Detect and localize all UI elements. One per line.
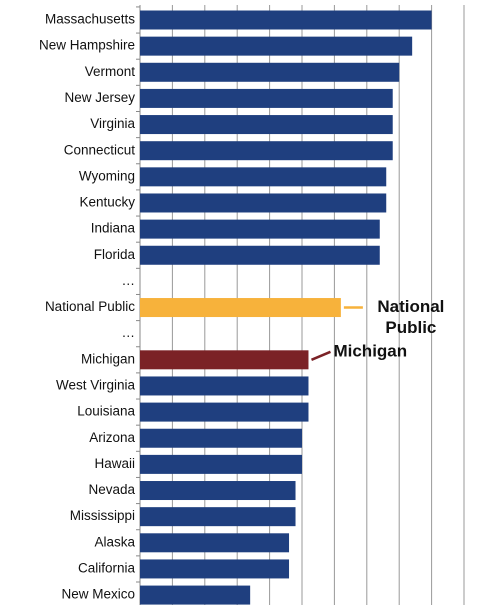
y-tick-label: …: [122, 325, 136, 340]
bar: [140, 193, 387, 213]
bar: [140, 585, 251, 605]
y-tick-label: West Virginia: [56, 378, 136, 393]
y-tick-label: Indiana: [91, 221, 136, 236]
bar: [140, 62, 400, 82]
bar: [140, 428, 302, 448]
y-tick-label: Massachusetts: [45, 12, 135, 27]
bar: [140, 88, 393, 108]
bar: [140, 10, 432, 30]
bar: [140, 376, 309, 396]
annotation: National: [377, 297, 444, 316]
y-tick-label: Connecticut: [64, 142, 136, 157]
y-tick-label: New Mexico: [61, 587, 135, 602]
y-tick-label: Alaska: [94, 534, 135, 549]
y-tick-label: Wyoming: [79, 168, 135, 183]
y-tick-label: Michigan: [81, 351, 135, 366]
bar: [140, 350, 309, 370]
y-tick-label: Florida: [94, 247, 136, 262]
bar: [140, 115, 393, 135]
bar: [140, 298, 341, 318]
y-tick-label: Arizona: [89, 430, 135, 445]
y-tick-label: Louisiana: [77, 404, 135, 419]
bar: [140, 245, 380, 265]
bar: [140, 36, 413, 56]
bar: [140, 219, 380, 239]
bar: [140, 481, 296, 501]
y-tick-label: California: [78, 561, 136, 576]
y-tick-label: New Jersey: [64, 90, 135, 105]
y-tick-label: New Hampshire: [39, 38, 135, 53]
y-tick-label: Hawaii: [94, 456, 135, 471]
bar: [140, 167, 387, 187]
y-tick-label: Virginia: [90, 116, 135, 131]
annotation: Michigan: [333, 341, 407, 360]
bar: [140, 141, 393, 161]
bar: [140, 454, 302, 474]
y-tick-label: National Public: [45, 299, 135, 314]
annotation-leader: [310, 350, 331, 361]
y-tick-label: Mississippi: [70, 508, 135, 523]
y-tick-label: Vermont: [85, 64, 136, 79]
y-tick-label: Kentucky: [79, 195, 135, 210]
bar: [140, 507, 296, 527]
y-tick-label: …: [122, 273, 136, 288]
bar: [140, 533, 290, 553]
annotation: Public: [385, 318, 436, 337]
bar: [140, 402, 309, 422]
y-tick-label: Nevada: [88, 482, 135, 497]
bar: [140, 559, 290, 579]
